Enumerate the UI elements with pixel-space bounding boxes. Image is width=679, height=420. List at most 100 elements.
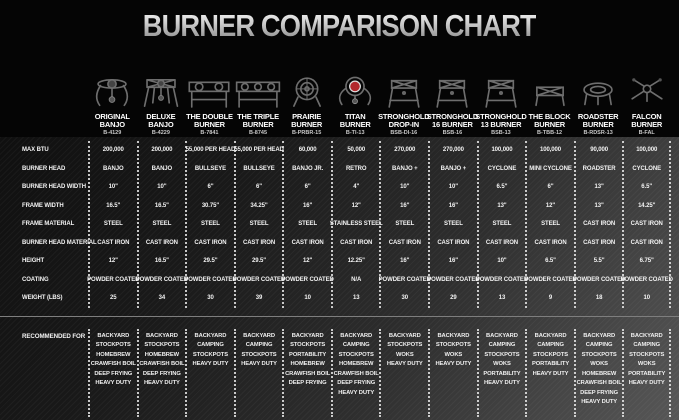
recommended-column: BACKYARD STOCKPOTS PORTABILITY HOMEBREW CRAW…: [282, 328, 331, 417]
recommended-item: HOMEBREW: [144, 351, 180, 358]
recommended-item: CAMPING: [197, 342, 224, 348]
recommended-item: STOCKPOTS: [581, 351, 617, 358]
recommended-item: DEEP FRYING: [142, 370, 181, 377]
spec-value: 14.25": [638, 202, 656, 209]
spec-value: 270,000: [442, 147, 464, 154]
title-bar: BURNER COMPARISON CHART: [0, 8, 679, 46]
spec-value: 6": [207, 184, 214, 191]
spec-value: POWDER COATED: [232, 276, 286, 283]
spec-value: 60,000: [298, 147, 317, 154]
stronghold-13-burner-icon: [478, 67, 524, 113]
spec-value: 13: [498, 295, 506, 302]
section-divider: [0, 315, 679, 317]
recommended-item: STOCKPOTS: [192, 351, 228, 358]
recommended-item: CAMPING: [537, 342, 564, 348]
block-burner-icon: [527, 67, 573, 113]
spec-value: POWDER COATED: [475, 276, 529, 283]
spec-value: MINI CYCLONE: [529, 165, 572, 172]
recommended-item: HEAVY DUTY: [581, 399, 618, 405]
recommended-item: WOKS: [590, 361, 608, 367]
product-name: STRONGHOLD DROP-IN: [378, 112, 430, 129]
product-column: PRAIRIE BURNER B-PRBR-15: [282, 50, 331, 137]
recommended-item: BACKYARD: [630, 332, 663, 339]
recommended-item: STOCKPOTS: [484, 351, 520, 358]
recommended-item: HOMEBREW: [290, 361, 325, 367]
spec-value: STEEL: [395, 221, 415, 228]
spec-value: BANJO +: [392, 165, 418, 172]
recommended-column: BACKYARD CAMPING STOCKPOTS HEAVY DUTY: [233, 328, 283, 417]
spec-value: 13": [497, 202, 507, 209]
recommended-column: BACKYARD STOCKPOTS WOKS HEAVY DUTY: [379, 328, 428, 417]
spec-value: 12": [545, 202, 556, 209]
spec-value: 10: [304, 295, 311, 302]
product-column: THE TRIPLE BURNER B-8745: [234, 50, 283, 137]
spec-value: 16": [400, 258, 410, 265]
spec-value: POWDER COATED: [87, 276, 140, 283]
spec-value: POWDER COATED: [524, 276, 577, 283]
spec-value: STEEL: [249, 221, 269, 228]
recommended-item: STOCKPOTS: [387, 342, 423, 348]
recommended-column: BACKYARD CAMPING STOCKPOTS WOKS PORTABILITY H…: [476, 328, 526, 417]
spec-value: BULLSEYE: [194, 165, 227, 172]
double-burner-icon: [186, 67, 232, 113]
recommended-item: HOMEBREW: [96, 351, 131, 358]
spec-value: 18: [595, 295, 603, 302]
spec-value: 10": [497, 258, 507, 265]
spec-value: 29.5": [203, 258, 218, 265]
spec-value: 55,000 PER HEAD: [234, 147, 284, 154]
product-name: TITAN BURNER: [339, 112, 371, 129]
row-label: MAX BTU: [22, 147, 49, 154]
recommended-item: CRAWFISH BOIL: [333, 370, 379, 377]
recommended-item: BACKYARD: [583, 332, 616, 339]
product-column: FALCON BURNER B-FAL: [622, 50, 671, 137]
spec-column: 200,000 BANJO 10" 16.5" STEEL CAST IRON 12" POW…: [87, 141, 140, 308]
stronghold-drop-in-icon: [381, 67, 427, 113]
recommended-item: BACKYARD: [145, 332, 178, 339]
spec-value: STEEL: [492, 221, 512, 228]
recommended-item: BACKYARD: [437, 332, 470, 339]
recommended-item: HOMEBREW: [339, 361, 374, 367]
recommended-column: BACKYARD CAMPING STOCKPOTS WOKS HOMEBREW CRAW…: [573, 328, 623, 417]
recommended-grid: RECOMMENDED FOR BACKYARD STOCKPOTS HOMEBRE…: [0, 328, 671, 420]
product-model: B-FAL: [638, 130, 655, 136]
spec-column: 270,000 BANJO + 10" 16" STEEL CAST IRON 16" POW…: [379, 141, 431, 308]
spec-value: STEEL: [201, 221, 220, 228]
spec-value: 50,000: [347, 147, 366, 154]
spec-value: 12.25": [347, 258, 365, 265]
spec-value: STAINLESS STEEL: [329, 221, 383, 228]
products-header-row: ORIGINAL BANJO B-4129 DELUXE BANJO B-4229 TH…: [0, 50, 671, 137]
spec-value: 12": [351, 202, 361, 209]
product-model: B-PRBR-15: [291, 130, 322, 136]
recommended-item: DEEP FRYING: [94, 370, 133, 377]
product-column: THE DOUBLE BURNER B-7841: [185, 50, 234, 137]
row-label: COATING: [22, 276, 49, 283]
product-name: STRONGHOLD 16 BURNER: [426, 112, 479, 129]
recommended-item: BACKYARD: [243, 332, 275, 339]
recommended-item: WOKS: [395, 351, 414, 358]
spec-value: 10": [448, 184, 458, 191]
spec-value: 16.5": [154, 258, 169, 265]
spec-value: POWDER COATED: [620, 276, 673, 283]
spec-value: 16": [448, 258, 458, 265]
recommended-item: HEAVY DUTY: [386, 361, 423, 367]
product-name: DELUXE BANJO: [146, 112, 176, 129]
recommended-item: CRAWFISH BOIL: [139, 361, 185, 367]
recommended-item: CRAWFISH BOIL: [576, 380, 622, 386]
spec-column: 200,000 BANJO 10" 16.5" STEEL CAST IRON 16.5" P…: [136, 141, 188, 308]
product-column: STRONGHOLD 13 BURNER BSB-13: [475, 50, 527, 137]
spec-value: 34: [158, 295, 166, 302]
spec-value: CAST IRON: [388, 239, 421, 246]
row-label: FRAME MATERIAL: [22, 221, 75, 228]
product-name: THE TRIPLE BURNER: [237, 112, 279, 129]
spec-value: POWDER COATED: [184, 276, 237, 283]
spec-value: 30: [401, 295, 409, 302]
spec-value: 5.5": [593, 258, 605, 265]
row-label: WEIGHT (LBS): [22, 295, 63, 302]
spec-value: CAST IRON: [291, 239, 324, 246]
spec-value: STEEL: [443, 221, 463, 228]
product-name: ROADSTER BURNER: [577, 112, 619, 129]
spec-value: 16": [448, 202, 458, 209]
recommended-item: BACKYARD: [388, 332, 421, 339]
spec-value: 200,000: [151, 147, 173, 154]
spec-column: 55,000 PER HEAD BULLSEYE 6" 34.25" STEEL CAST…: [232, 141, 286, 308]
